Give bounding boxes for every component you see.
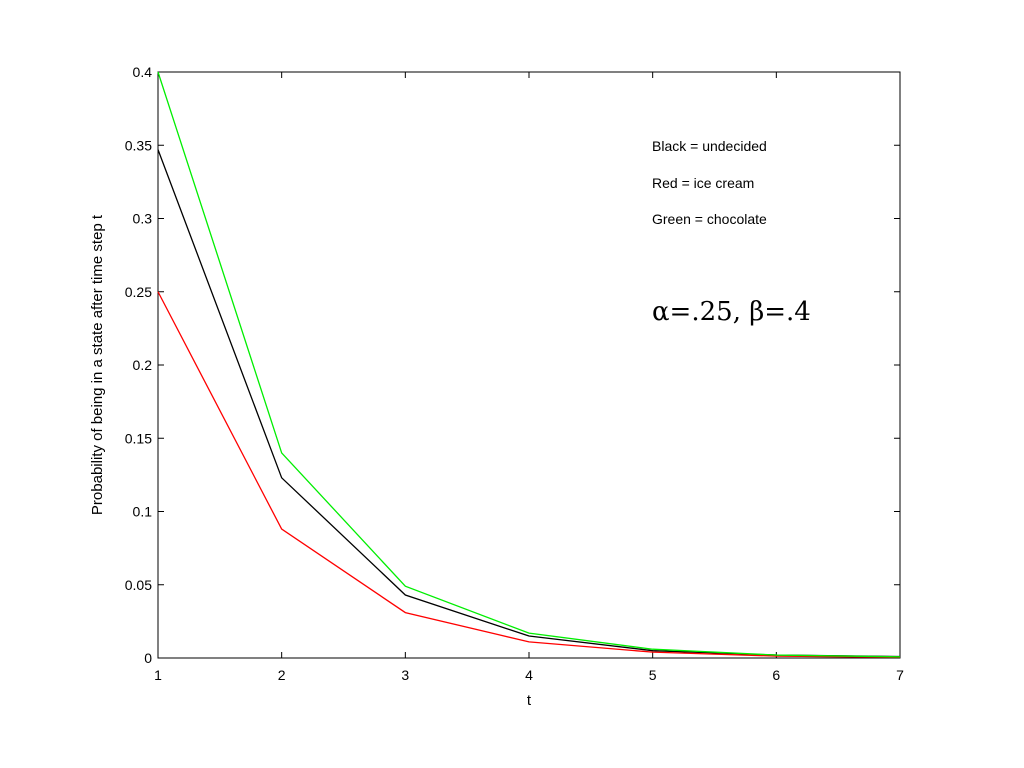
x-axis-label: t [527, 692, 532, 709]
chocolate-series-line [157, 71, 901, 658]
annotation-chocolate: Green = chocolate [652, 211, 767, 227]
ice-cream-series-line [157, 291, 901, 658]
y-tick-label: 0.25 [125, 284, 152, 300]
x-tick-label: 4 [525, 667, 533, 683]
y-tick-label: 0 [144, 650, 152, 666]
series-lines [157, 71, 901, 658]
x-tick-label: 5 [649, 667, 657, 683]
x-tick-label: 6 [772, 667, 780, 683]
y-axis-label: Probability of being in a state after ti… [89, 214, 106, 515]
y-tick-label: 0.15 [125, 430, 152, 446]
parameter-annotation: α=.25, β=.4 [652, 297, 811, 327]
annotation-undecided: Black = undecided [652, 138, 767, 154]
y-tick-label: 0.3 [133, 211, 153, 227]
x-tick-label: 7 [896, 667, 904, 683]
x-tick-label: 2 [278, 667, 286, 683]
axis-ticks: 1 2 3 4 5 6 7 0 0.05 0.1 0.15 0.2 0.25 0.3 0.35 0.4 [125, 64, 904, 683]
x-tick-label: 3 [401, 667, 409, 683]
plot-area [157, 71, 901, 659]
y-tick-label: 0.2 [133, 357, 153, 373]
x-tick-label: 1 [154, 667, 162, 683]
y-tick-label: 0.35 [125, 137, 152, 153]
y-tick-label: 0.1 [133, 504, 153, 520]
y-tick-label: 0.05 [125, 577, 152, 593]
annotation-ice-cream: Red = ice cream [652, 175, 754, 191]
y-tick-label: 0.4 [133, 64, 153, 80]
